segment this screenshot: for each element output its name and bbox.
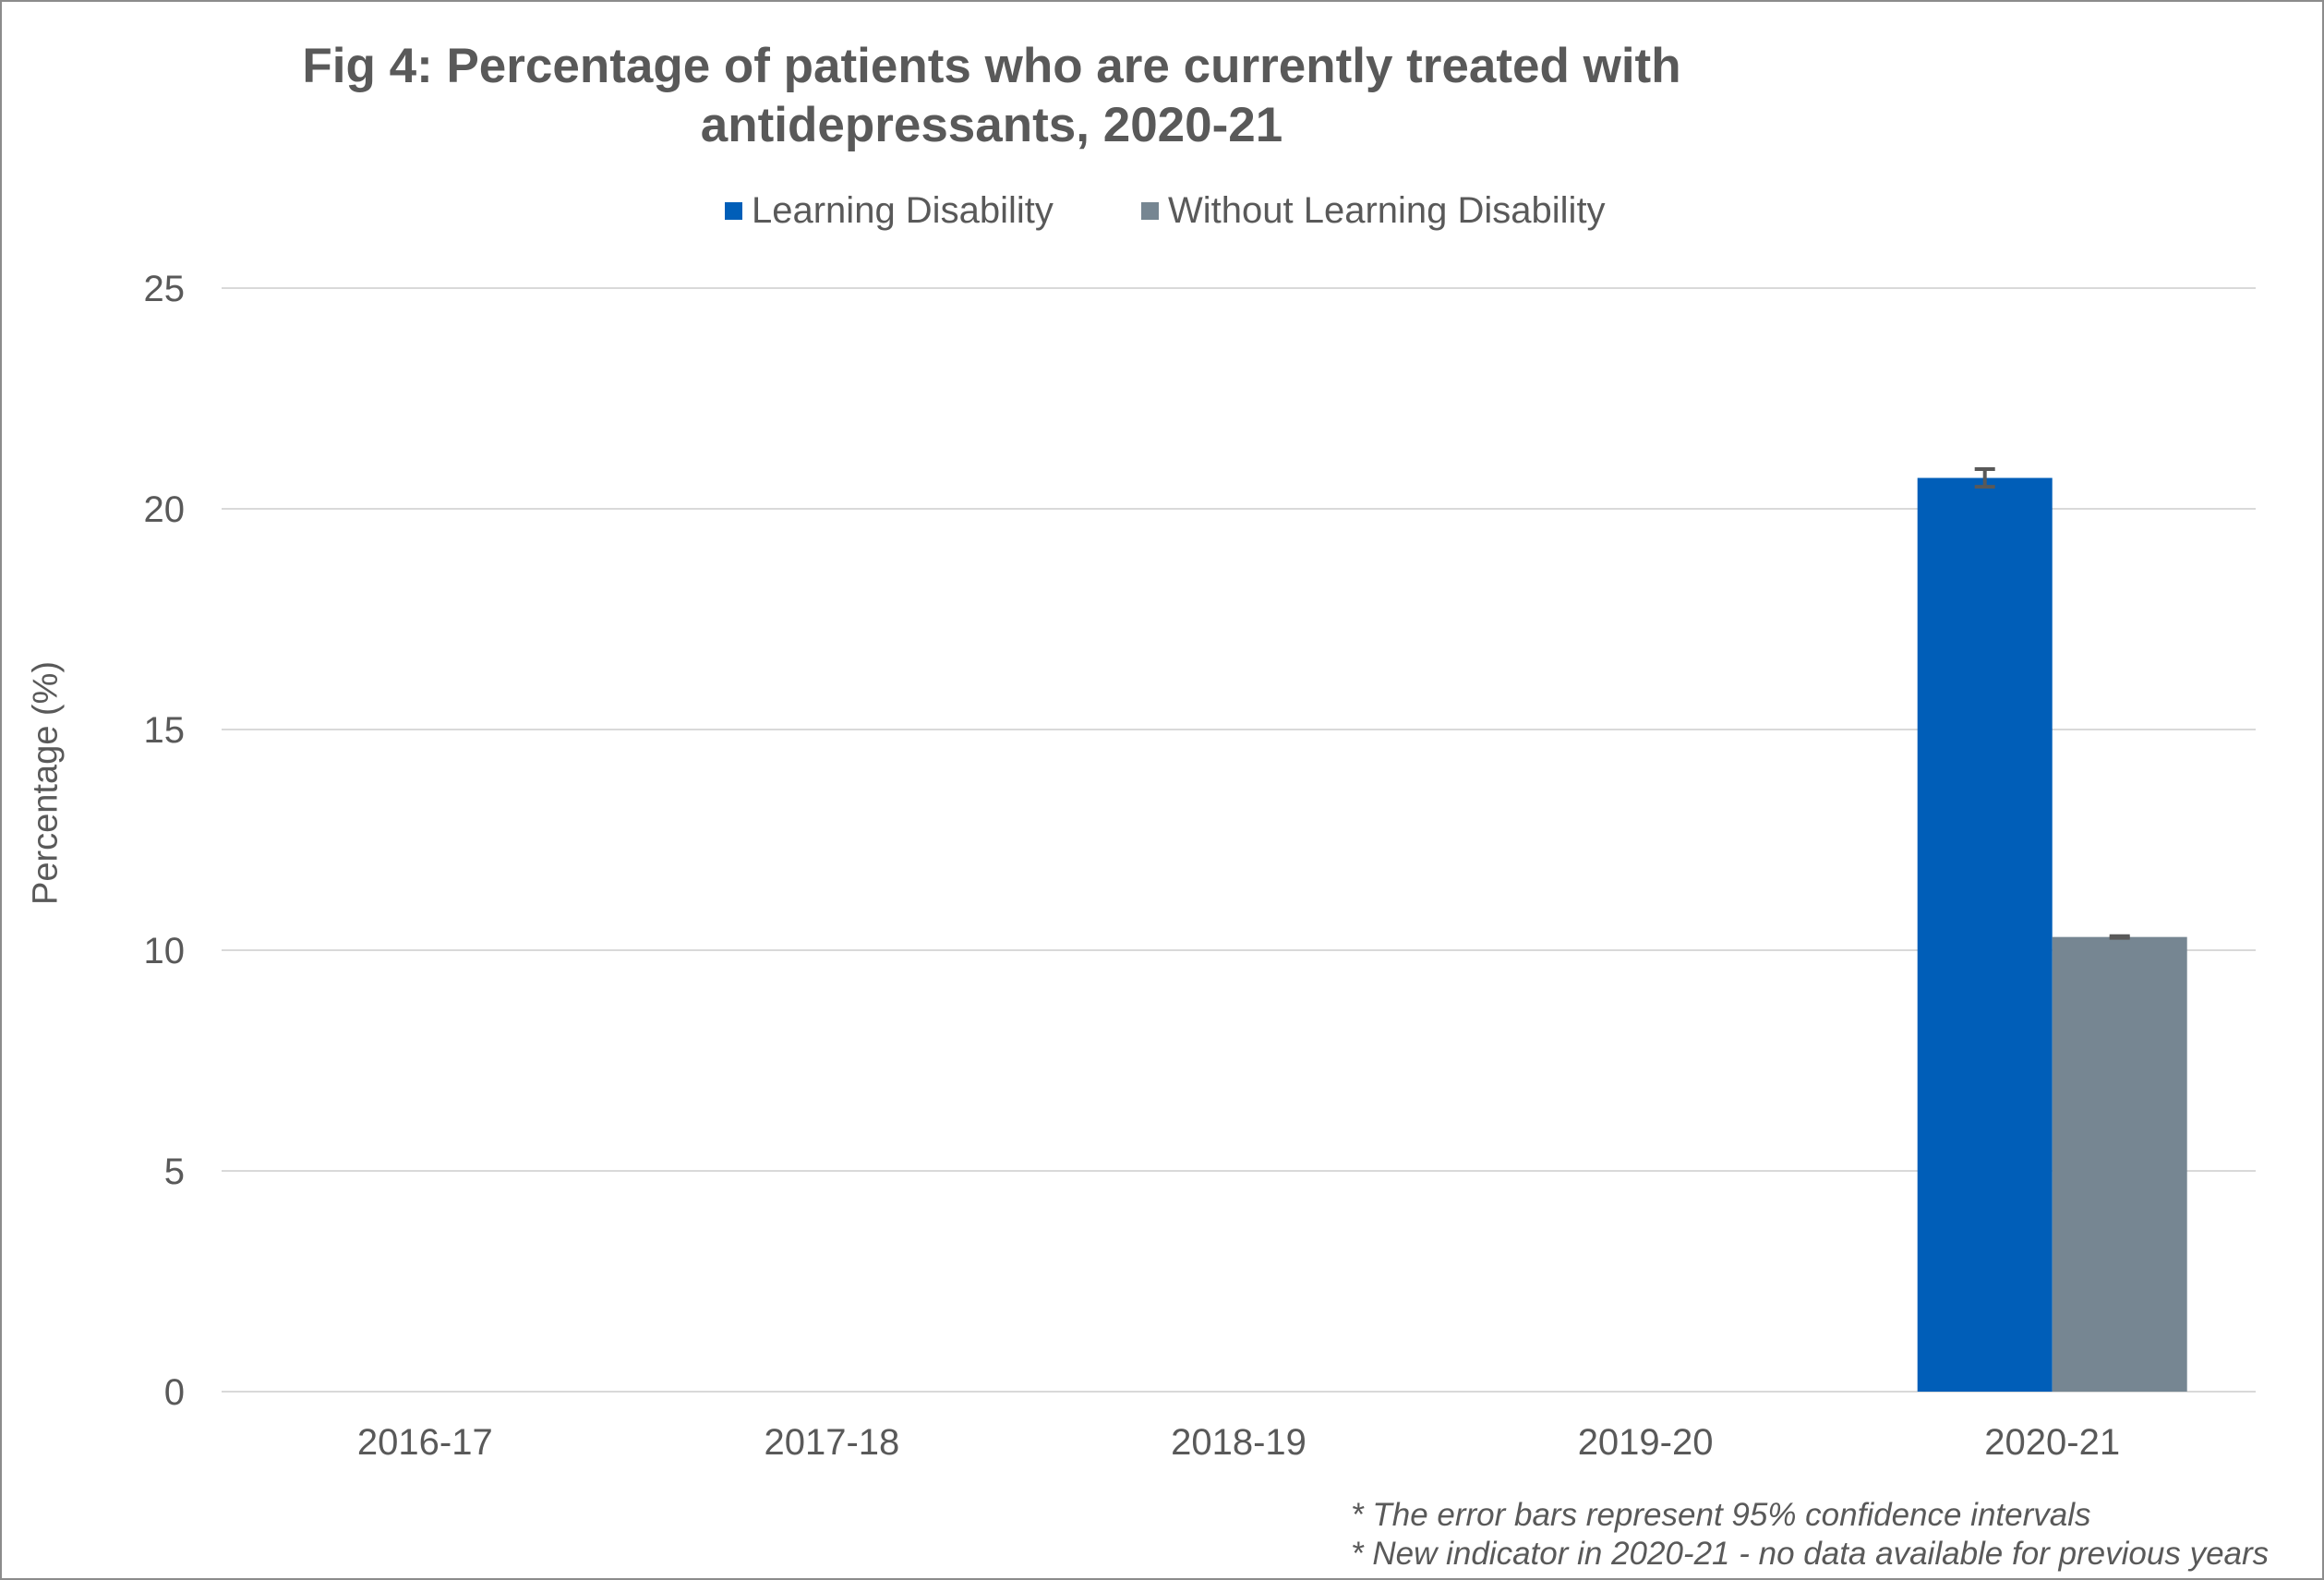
- legend-label-without-learning-disability: Without Learning Disability: [1168, 189, 1606, 231]
- footnote-new-indicator: * New indicator in 2020-21 - no data ava…: [1351, 1536, 2270, 1572]
- bars: [1917, 477, 2187, 1392]
- x-tick-label-2019-20: 2019-20: [1578, 1422, 1714, 1463]
- x-tick-label-2016-17: 2016-17: [357, 1422, 493, 1463]
- error-bar-without-learning-disability-2020-21: [2109, 934, 2130, 940]
- footnote-error-bars: * The error bars represent 95% confidenc…: [1351, 1497, 2091, 1533]
- legend-label-learning-disability: Learning Disability: [752, 189, 1054, 231]
- legend-swatch-learning-disability: [725, 201, 742, 220]
- y-tick-label-20: 20: [144, 489, 186, 530]
- gridlines: [222, 287, 2256, 1393]
- chart-legend: Learning Disability Without Learning Dis…: [0, 187, 2324, 234]
- legend-item-learning-disability: Learning Disability: [725, 187, 1054, 234]
- error-bars: [1974, 466, 2130, 940]
- y-tick-label-0: 0: [164, 1372, 185, 1413]
- y-tick-label-5: 5: [164, 1152, 185, 1192]
- bar-without-learning-disability-2020-21: [2052, 936, 2187, 1392]
- x-tick-label-2018-19: 2018-19: [1171, 1422, 1306, 1463]
- legend-item-without-learning-disability: Without Learning Disability: [1141, 187, 1606, 234]
- x-tick-labels: 2016-17 2017-18 2018-19 2019-20 2020-21: [357, 1422, 2120, 1463]
- error-bar-learning-disability-2020-21: [1974, 466, 1995, 489]
- footnotes: * The error bars represent 95% confidenc…: [1351, 1496, 2269, 1574]
- bar-learning-disability-2020-21: [1917, 477, 2053, 1392]
- legend-swatch-without-learning-disability: [1141, 201, 1159, 220]
- y-tick-labels: 0 5 10 15 20 25: [144, 269, 186, 1413]
- x-tick-label-2020-21: 2020-21: [1984, 1422, 2120, 1463]
- chart-title: Fig 4: Percentage of patients who are cu…: [0, 37, 1983, 155]
- y-tick-label-25: 25: [144, 269, 186, 309]
- x-tick-label-2017-18: 2017-18: [765, 1422, 900, 1463]
- y-tick-label-10: 10: [144, 931, 186, 971]
- y-tick-label-15: 15: [144, 710, 186, 751]
- chart-title-line-2: antidepressants, 2020-21: [700, 98, 1283, 152]
- chart-title-line-1: Fig 4: Percentage of patients who are cu…: [302, 39, 1681, 93]
